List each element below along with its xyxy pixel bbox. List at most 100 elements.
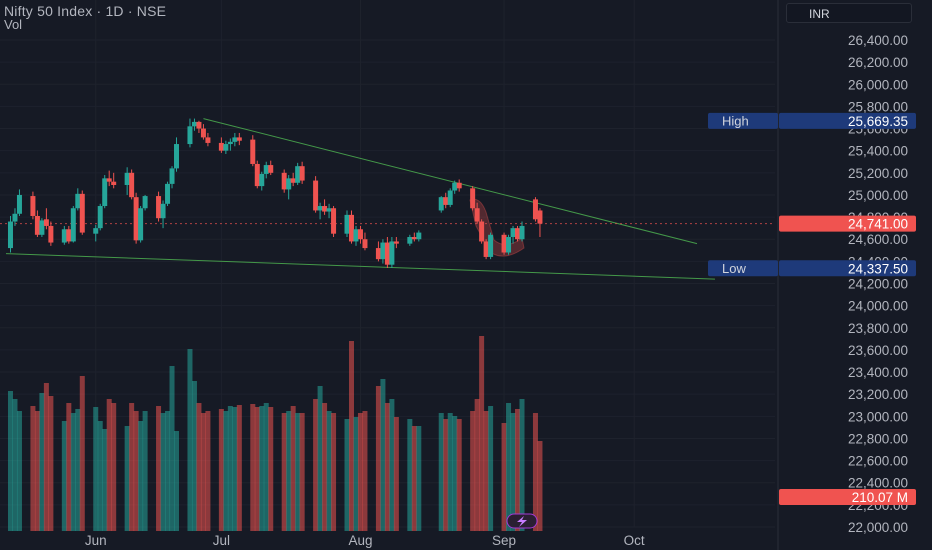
- volume-bar: [515, 409, 521, 531]
- candle: [66, 225, 72, 244]
- candle: [443, 192, 449, 209]
- volume-bar: [259, 406, 265, 531]
- low-badge: Low 24,337.50: [708, 260, 916, 277]
- candle: [322, 199, 328, 215]
- candle: [263, 161, 269, 179]
- candlesticks: [7, 118, 543, 269]
- candle-body: [106, 178, 112, 182]
- candle-body: [295, 166, 301, 183]
- x-tick-label: Jun: [85, 533, 107, 548]
- candle: [286, 175, 292, 200]
- candle: [416, 230, 422, 242]
- y-tick-label: 23,200.00: [848, 387, 908, 402]
- volume-bar: [191, 381, 197, 531]
- time-axis[interactable]: Jun Jul Aug Sep Oct: [85, 513, 645, 548]
- volume-legend-label: Vol: [4, 17, 23, 32]
- candle-body: [389, 241, 395, 265]
- candle-body: [299, 166, 305, 181]
- volume-bar: [61, 421, 67, 531]
- candle: [169, 166, 175, 189]
- trendline: [203, 118, 698, 245]
- volume-bar: [43, 383, 49, 531]
- volume-bar: [295, 413, 301, 531]
- candle-body: [61, 229, 67, 243]
- x-tick-label: Aug: [348, 533, 372, 548]
- y-tick-label: 24,000.00: [848, 299, 908, 314]
- candle-body: [205, 137, 211, 143]
- symbol-title[interactable]: Nifty 50 Index · 1D · NSE: [4, 3, 167, 19]
- candle-body: [70, 208, 76, 242]
- currency-selector[interactable]: INR: [786, 3, 912, 23]
- y-tick-label: 26,400.00: [848, 33, 908, 48]
- price-badges: High 25,669.35 Low 24,337.50 24,741.00 210.07…: [708, 112, 916, 505]
- candle-body: [474, 208, 480, 222]
- candle: [389, 237, 395, 269]
- volume-bar: [456, 419, 462, 531]
- candle-body: [515, 228, 521, 240]
- y-tick-label: 23,800.00: [848, 321, 908, 336]
- volume-bar: [474, 399, 480, 531]
- candle: [452, 180, 458, 194]
- candle-body: [452, 182, 458, 191]
- candle: [111, 172, 117, 189]
- volume-bar: [111, 403, 117, 531]
- candle-body: [362, 239, 368, 249]
- y-tick-label: 25,800.00: [848, 99, 908, 114]
- candle: [30, 191, 36, 220]
- candle-body: [196, 121, 202, 129]
- volume-bar: [138, 421, 144, 531]
- candle: [218, 137, 224, 153]
- volume-bar: [93, 407, 99, 531]
- high-badge-value-bg: [779, 112, 916, 129]
- candle-body: [250, 139, 256, 164]
- candle: [223, 140, 229, 155]
- y-tick-label: 22,600.00: [848, 454, 908, 469]
- candle: [129, 169, 135, 200]
- candle: [93, 224, 99, 242]
- volume-bar: [447, 413, 453, 531]
- volume-bar: [322, 403, 328, 531]
- candle-body: [393, 241, 399, 244]
- candle-body: [7, 221, 13, 249]
- candle: [160, 200, 166, 229]
- low-badge-value: 24,337.50: [848, 261, 908, 276]
- candle-body: [416, 232, 422, 240]
- y-tick-label: 23,000.00: [848, 409, 908, 424]
- candle: [510, 225, 516, 244]
- candle-body: [48, 225, 54, 243]
- candle-body: [142, 196, 148, 209]
- low-badge-label-bg: [708, 260, 778, 277]
- volume-bar: [34, 411, 40, 531]
- volume-bar: [102, 429, 108, 531]
- candle: [12, 208, 18, 226]
- y-tick-label: 24,200.00: [848, 277, 908, 292]
- volume-bar: [232, 407, 238, 531]
- price-axis[interactable]: 26,400.00 26,200.00 26,000.00 25,800.0025,6…: [848, 33, 908, 535]
- candle-body: [375, 248, 381, 260]
- candle-body: [532, 199, 538, 220]
- volume-bar: [438, 413, 444, 531]
- volume-bar: [48, 396, 54, 531]
- volume-bars: [7, 336, 543, 531]
- candle-body: [479, 221, 485, 242]
- candle-body: [349, 214, 354, 242]
- high-badge: High 25,669.35: [708, 112, 916, 129]
- candle-body: [200, 128, 206, 138]
- candle-body: [232, 137, 238, 142]
- candle-body: [169, 168, 175, 184]
- candle: [519, 221, 525, 242]
- volume-bar: [353, 417, 359, 531]
- volume-bar: [326, 411, 332, 531]
- candle-body: [259, 173, 265, 187]
- volume-bar: [66, 403, 72, 531]
- candle: [299, 161, 305, 184]
- candle-body: [227, 141, 233, 145]
- volume-bar: [124, 426, 130, 531]
- candle: [79, 190, 85, 235]
- candle-body: [519, 225, 525, 240]
- candle: [191, 118, 197, 131]
- candle-body: [75, 193, 81, 209]
- y-tick-label: 22,800.00: [848, 431, 908, 446]
- high-badge-value: 25,669.35: [848, 114, 908, 129]
